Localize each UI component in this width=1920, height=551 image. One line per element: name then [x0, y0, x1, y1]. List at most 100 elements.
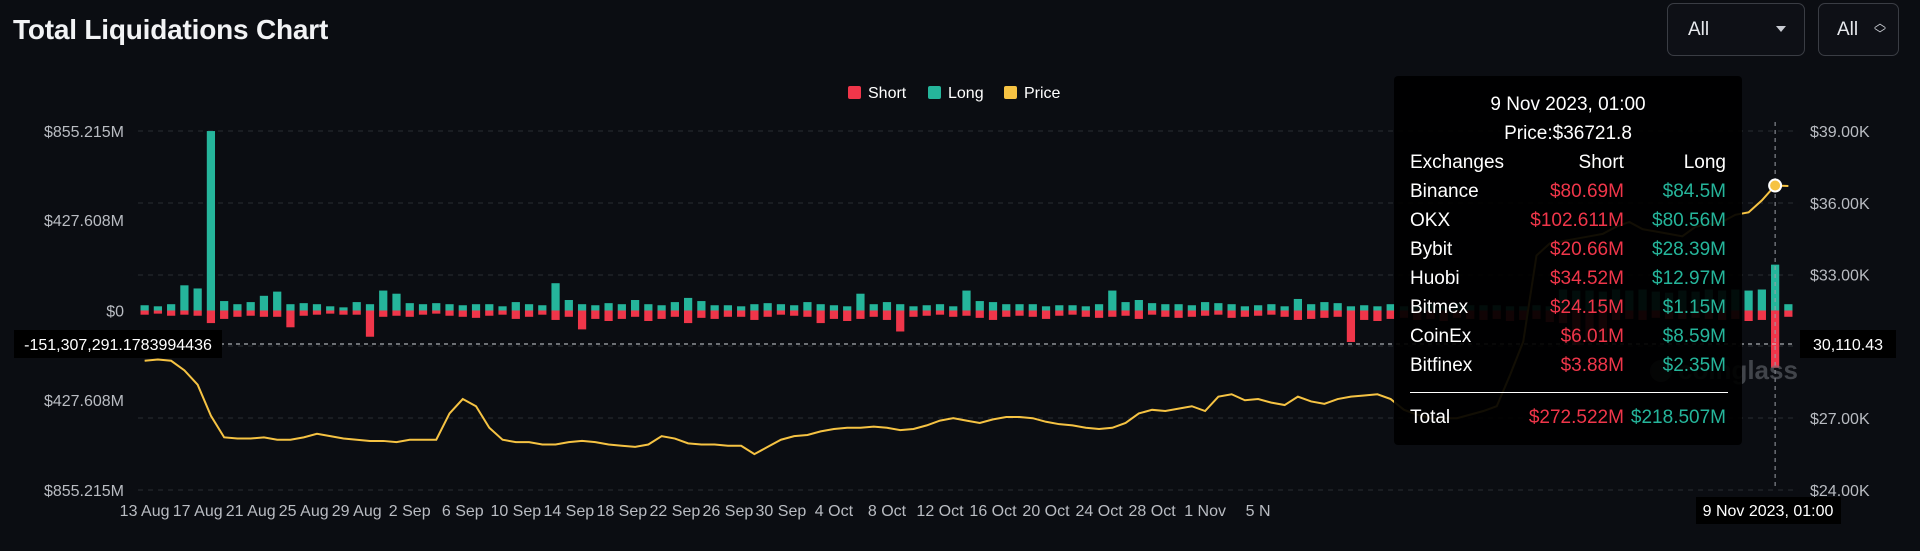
- short-bar: [816, 310, 825, 324]
- short-bar: [1108, 310, 1117, 317]
- long-bar: [339, 307, 348, 311]
- long-bar: [1121, 302, 1130, 311]
- short-bar: [1121, 310, 1130, 316]
- short-bar: [776, 310, 786, 315]
- x-axis-tick-label: 29 Aug: [332, 503, 382, 520]
- short-bar: [432, 310, 441, 314]
- legend-label-price: Price: [1024, 85, 1061, 102]
- tooltip-total-label: Total: [1410, 407, 1451, 428]
- long-bar: [577, 304, 587, 311]
- x-axis-tick-label: 12 Oct: [916, 503, 964, 520]
- exchange-select-value: All: [1688, 18, 1710, 40]
- tooltip-exchange-row: Bybit $20.66M $28.39M: [1410, 235, 1726, 264]
- short-bar: [657, 310, 666, 319]
- long-bar: [1757, 289, 1766, 311]
- short-bar: [312, 310, 322, 315]
- short-bar: [1015, 310, 1024, 316]
- tooltip-exchange-long: $80.56M: [1652, 210, 1726, 231]
- left-axis-tick-label: $855.215M: [44, 124, 124, 141]
- short-bar: [498, 310, 507, 315]
- x-axis-tick-label: 21 Aug: [226, 503, 276, 520]
- tooltip-exchange-name: Binance: [1410, 181, 1479, 202]
- long-bar: [1227, 304, 1236, 311]
- short-bar: [1094, 310, 1104, 318]
- long-bar: [1280, 306, 1289, 311]
- short-bar: [167, 310, 176, 316]
- coin-select-value: All: [1837, 18, 1859, 40]
- x-axis-tick-label: 25 Aug: [279, 503, 329, 520]
- long-bar: [843, 306, 852, 311]
- x-axis-tick-label: 26 Sep: [703, 503, 754, 520]
- x-axis-tick-label: 6 Sep: [442, 503, 484, 520]
- long-bar: [511, 302, 520, 311]
- long-bar: [1201, 302, 1210, 311]
- long-bar: [153, 306, 162, 311]
- short-bar: [1041, 310, 1051, 319]
- long-bar: [697, 301, 706, 311]
- short-bar: [1267, 310, 1276, 315]
- long-bar: [1373, 306, 1382, 311]
- x-axis-tick-label: 2 Sep: [389, 503, 431, 520]
- coin-select[interactable]: All ︿ ﹀: [1818, 3, 1899, 56]
- long-bar: [935, 304, 945, 311]
- long-bar: [962, 290, 971, 311]
- short-bar: [1373, 310, 1382, 321]
- long-bar: [458, 305, 467, 311]
- long-bar: [1744, 290, 1753, 311]
- long-bar: [1174, 304, 1183, 311]
- short-bar: [471, 310, 481, 318]
- long-bar: [365, 304, 375, 311]
- long-bar: [180, 285, 189, 311]
- short-bar: [153, 310, 162, 314]
- long-bar: [498, 306, 507, 311]
- short-bar: [1147, 310, 1157, 315]
- short-bar: [339, 310, 348, 315]
- short-bar: [1068, 310, 1077, 315]
- long-bar: [259, 295, 269, 311]
- x-axis-tick-label: 14 Sep: [543, 503, 594, 520]
- short-bar: [1360, 310, 1369, 320]
- tooltip-exchange-long: $84.5M: [1662, 181, 1726, 202]
- short-bar: [617, 310, 626, 319]
- short-bar: [975, 310, 984, 318]
- long-bar: [1094, 304, 1104, 311]
- chart-tooltip: 9 Nov 2023, 01:00 Price:$36721.8 Exchang…: [1394, 76, 1742, 445]
- long-bar: [1267, 304, 1276, 311]
- long-bar: [1055, 305, 1064, 311]
- long-bar: [776, 304, 786, 311]
- long-bar: [206, 131, 216, 311]
- short-bar: [246, 310, 255, 316]
- short-bar: [1055, 310, 1064, 316]
- short-bar: [524, 310, 534, 317]
- long-bar: [485, 304, 494, 311]
- short-bar: [591, 310, 600, 319]
- long-bar: [418, 304, 428, 311]
- long-bar: [1386, 304, 1395, 311]
- legend-swatch-price: [1004, 86, 1017, 99]
- left-axis-tick-label: $427.608M: [44, 213, 124, 230]
- x-axis-tick-label: 20 Oct: [1022, 503, 1070, 520]
- short-bar: [1227, 310, 1236, 318]
- tooltip-exchange-long: $12.97M: [1652, 268, 1726, 289]
- long-bar: [922, 305, 931, 311]
- long-bar: [790, 305, 799, 311]
- short-bar: [458, 310, 467, 317]
- short-bar: [670, 310, 679, 317]
- tooltip-header-row: Exchanges Short Long: [1410, 148, 1726, 177]
- long-bar: [763, 303, 772, 311]
- short-bar: [511, 310, 520, 319]
- long-bar: [1187, 305, 1196, 311]
- exchange-select[interactable]: All: [1667, 3, 1805, 56]
- short-bar: [750, 310, 759, 320]
- long-bar: [1041, 306, 1051, 311]
- short-bar: [485, 310, 494, 316]
- long-bar: [1320, 302, 1329, 311]
- short-bar: [803, 310, 812, 317]
- right-axis-tick-label: $24.00K: [1810, 483, 1870, 500]
- x-axis-tick-label: 28 Oct: [1129, 503, 1177, 520]
- tooltip-exchange-long: $2.35M: [1662, 355, 1726, 376]
- tooltip-exchange-name: Bitfinex: [1410, 355, 1473, 376]
- long-bar: [750, 304, 759, 311]
- long-bar: [352, 302, 361, 311]
